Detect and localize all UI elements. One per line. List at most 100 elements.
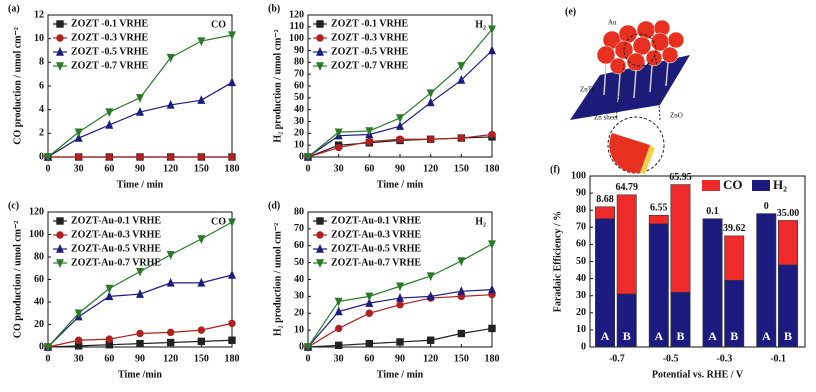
y-tick-label: 8 [39,57,44,68]
marker [105,335,114,343]
marker [334,324,343,333]
y-tick-label: 0 [39,151,44,162]
panel-label: (d) [268,200,280,211]
legend-marker [316,34,324,42]
legend-swatch [702,180,720,191]
legend-label: ZOZT-Au-0.1 VRHE [331,215,421,226]
x-tick-label: 30 [334,163,344,174]
marker [228,319,236,328]
diagram-e: (e) Au ZnTe Zn sheet ZnO [565,6,690,174]
bar-category: A [654,329,663,343]
marker [334,306,343,316]
x-tick-label: 150 [194,163,209,174]
marker [105,153,114,161]
legend-marker [316,259,324,269]
y-tick-label: 60 [34,274,44,285]
marker [457,134,466,142]
y-tick-label: 6 [39,80,44,91]
bar-annotation: 65.95 [669,172,692,183]
bar-annotation: 35.00 [777,208,800,219]
marker [365,137,374,146]
legend-label: CO [723,177,743,192]
legend-marker [56,46,64,56]
marker [228,31,236,41]
marker [136,339,144,348]
marker [136,289,144,298]
y-tick-label: 70 [576,222,586,233]
bar-annotation: 0.1 [706,206,719,217]
y-tick-label: 80 [576,204,586,215]
marker [166,99,175,109]
legend-marker [56,20,64,28]
x-tick-label: 180 [225,353,240,364]
zoom-line [615,63,625,119]
diagram-text: Zn sheet [594,114,618,122]
marker [488,324,496,333]
x-tick-label: -0.1 [770,353,786,364]
x-axis-label: Potential vs. RHE / V [652,369,744,380]
x-tick-label: 30 [334,353,344,364]
x-tick-label: 150 [454,163,469,174]
x-tick-label: 120 [423,163,438,174]
y-tick-label: 30 [576,290,586,301]
legend-marker [56,34,64,42]
x-tick-label: 150 [194,353,209,364]
marker [365,292,374,302]
zn-sheet [570,55,690,120]
bar-category: A [762,329,771,343]
marker [334,297,343,307]
marker [334,128,343,138]
bar-segment [777,220,798,266]
x-tick-label: 180 [485,353,500,364]
bar-annotation: 8.68 [596,194,614,205]
y-tick-label: 80 [294,206,304,217]
marker [74,309,83,319]
marker [488,45,496,55]
x-tick-label: 60 [364,353,374,364]
legend-label: ZOZT -0.3 VRHE [71,32,148,43]
bar-category: A [601,329,610,343]
panel-note: H₂ [475,216,486,227]
marker [74,133,83,142]
marker [457,75,466,84]
legend-label: ZOZT-Au-0.5 VRHE [331,243,421,254]
marker [304,343,312,353]
legend-label: ZOZT -0.3 VRHE [331,32,408,43]
x-tick-label: 120 [423,353,438,364]
marker [197,37,206,47]
x-tick-label: 150 [454,353,469,364]
marker [166,277,175,287]
marker [396,293,404,302]
marker [396,135,404,143]
y-tick-label: 10 [34,33,44,44]
marker [105,120,114,129]
marker [396,121,404,130]
y-tick-label: 0 [299,341,304,352]
marker [365,127,374,137]
series-line [47,81,233,158]
y-tick-label: 120 [289,9,304,20]
marker [197,277,206,287]
y-axis-label: H₂ production / umol cm⁻² [272,223,283,336]
bar-annotation: 39.62 [723,223,746,234]
legend-label: ZOZT-Au-0.3 VRHE [331,229,421,240]
y-tick-label: 70 [294,223,304,234]
bar-segment [670,184,691,293]
marker [396,282,404,292]
au-particles [596,19,685,75]
x-tick-label: 90 [135,353,145,364]
x-tick-label: 180 [485,163,500,174]
x-tick-label: 90 [395,163,405,174]
y-tick-label: 10 [294,139,304,150]
bar-segment [724,235,745,281]
diagram-text: ZnO [670,112,683,120]
marker [74,336,83,344]
marker [166,328,175,337]
y-tick-label: 12 [34,9,44,20]
y-tick-label: 0 [581,341,586,352]
marker [365,339,374,348]
bar-segment [648,215,669,225]
marker [304,153,312,163]
bar-category: B [784,329,792,343]
